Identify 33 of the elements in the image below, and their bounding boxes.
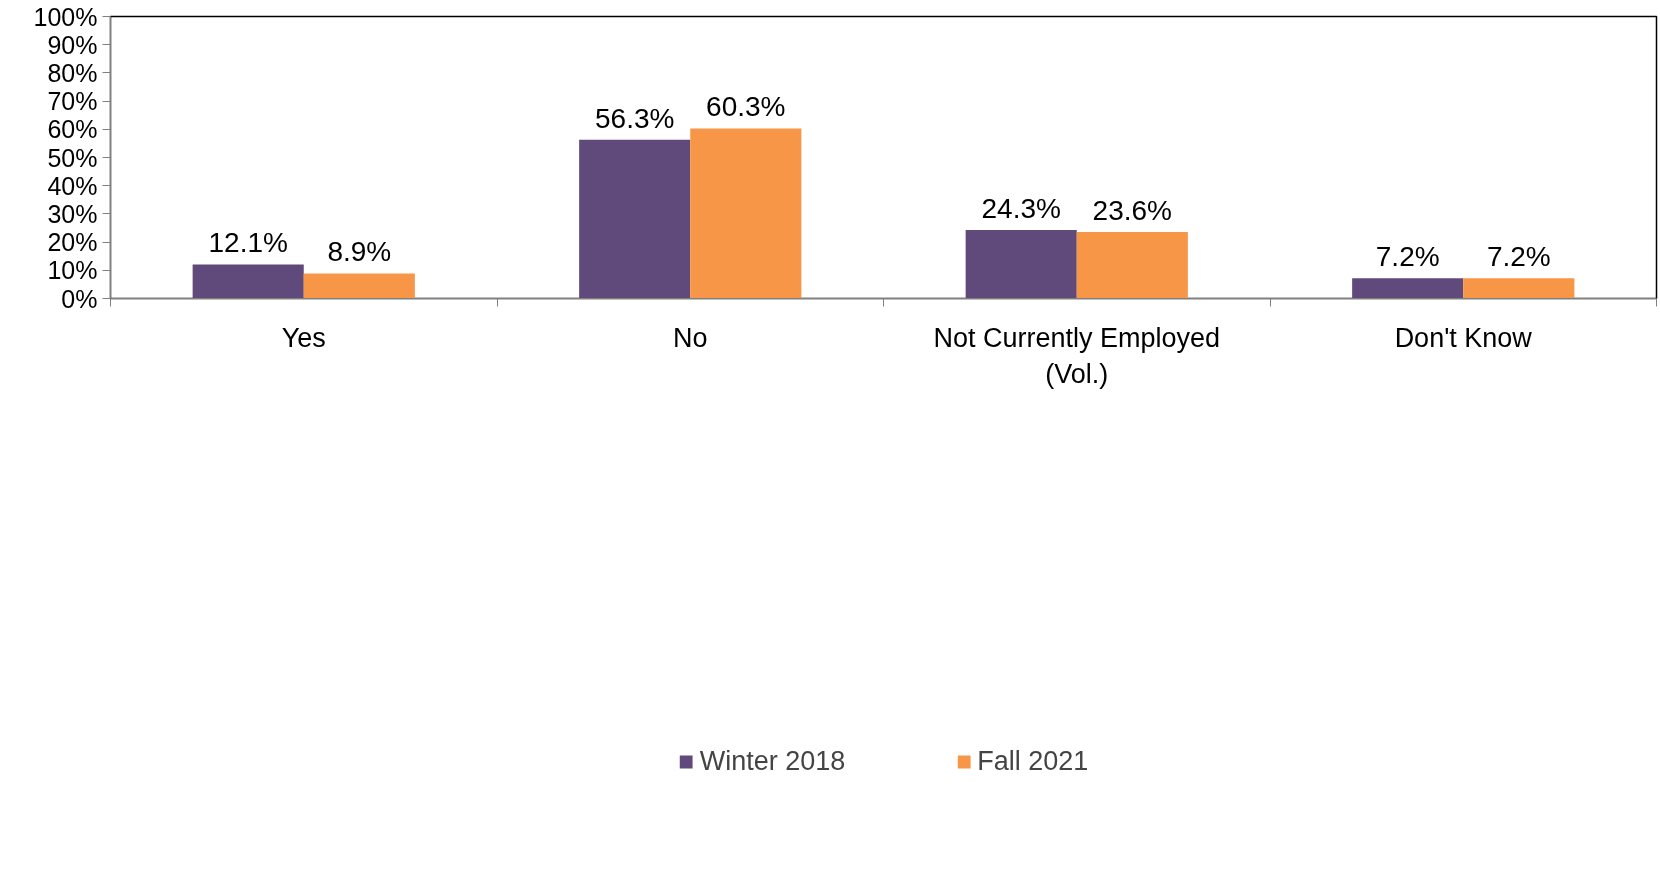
data-label: 7.2% <box>1375 241 1440 273</box>
data-label: 60.3% <box>706 91 786 123</box>
x-tick-label: Yes <box>281 322 326 353</box>
bar <box>1463 278 1575 299</box>
x-tick-label: Don't Know <box>1394 322 1533 353</box>
legend-label: Fall 2021 <box>977 745 1089 777</box>
data-label: 23.6% <box>1092 194 1173 226</box>
bar <box>303 273 415 299</box>
data-label: 8.9% <box>327 236 392 268</box>
y-tick-label: 0% <box>61 284 98 313</box>
data-label: 56.3% <box>594 102 675 134</box>
y-tick-label: 80% <box>47 58 98 87</box>
bar <box>1352 278 1464 299</box>
bar <box>192 264 304 299</box>
data-label: 24.3% <box>981 192 1061 224</box>
data-label: 12.1% <box>208 227 288 259</box>
bar <box>690 128 802 299</box>
y-tick-label: 30% <box>47 199 98 228</box>
data-label: 7.2% <box>1486 241 1551 273</box>
legend-label: Winter 2018 <box>699 745 846 777</box>
x-tick-label: No <box>672 322 708 353</box>
y-tick-label: 50% <box>47 143 98 172</box>
x-tick-label: Not Currently Employed (Vol.) <box>933 322 1221 389</box>
y-tick-label: 70% <box>47 87 98 116</box>
bar <box>965 229 1077 299</box>
y-tick-label: 20% <box>47 228 98 257</box>
y-tick-label: 90% <box>47 30 98 59</box>
bar <box>579 139 691 299</box>
y-tick-label: 40% <box>47 171 98 200</box>
y-tick-label: 60% <box>47 115 98 144</box>
y-tick-label: 100% <box>33 2 98 31</box>
bar <box>1076 231 1188 299</box>
y-tick-label: 10% <box>47 256 98 285</box>
